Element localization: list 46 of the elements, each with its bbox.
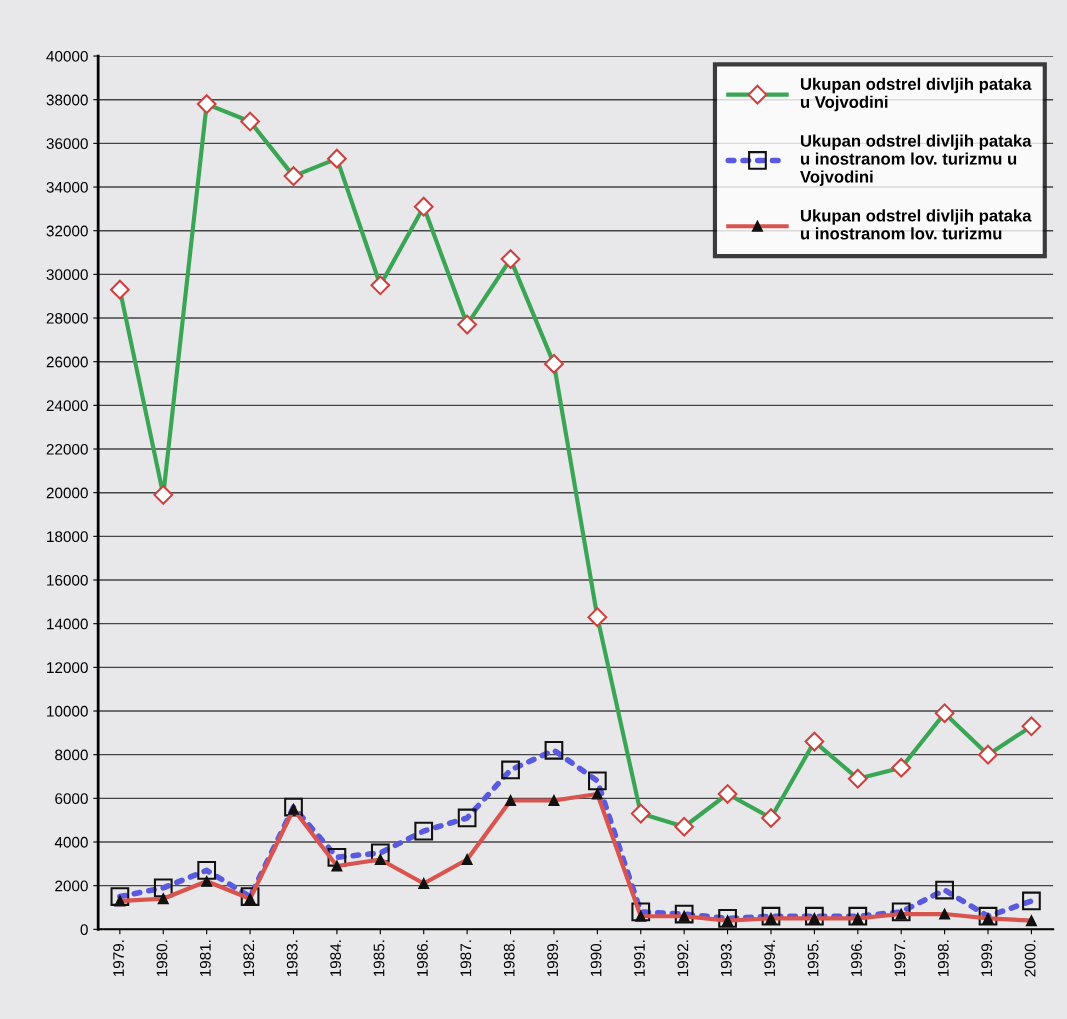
x-tick-label: 1995. <box>807 940 819 977</box>
x-tick-label: 1996. <box>851 940 862 977</box>
x-tick-label: 1988. <box>503 940 515 977</box>
y-tick-label: 6000 <box>55 793 88 805</box>
x-tick-label: 1990. <box>590 940 602 977</box>
y-tick-label: 32000 <box>46 225 88 237</box>
x-tick-label: 1981. <box>199 940 211 977</box>
x-tick-label: 1982. <box>243 940 255 977</box>
x-tick-label: 1998. <box>937 940 949 977</box>
y-tick-label: 8000 <box>55 749 88 761</box>
y-tick-label: 12000 <box>47 662 88 674</box>
y-tick-label: 16000 <box>47 574 88 586</box>
legend-label: Ukupan odstrel divljih pataka u inostranom lov. turizmu u Vojvodini <box>800 134 1032 186</box>
x-tick-label: 1984. <box>330 940 342 977</box>
y-tick-label: 28000 <box>46 312 88 324</box>
y-tick-label: 2000 <box>55 880 88 892</box>
y-tick-label: 24000 <box>46 400 88 412</box>
y-tick-label: 36000 <box>46 138 88 150</box>
x-tick-label: 1985. <box>373 940 385 977</box>
legend-label: Ukupan odstrel divljih pataka u inostranom lov. turizmu <box>800 209 1032 240</box>
y-tick-label: 22000 <box>46 443 88 455</box>
y-tick-label: 38000 <box>46 94 88 106</box>
x-tick-label: 1979. <box>113 940 124 977</box>
x-tick-label: 1991. <box>634 940 645 977</box>
x-tick-label: 1980. <box>156 940 168 977</box>
x-tick-label: 1994. <box>764 940 776 977</box>
x-tick-label: 1993. <box>720 940 732 977</box>
x-tick-label: 1999. <box>981 940 993 977</box>
y-tick-label: 30000 <box>46 269 88 281</box>
x-tick-label: 2000. <box>1024 940 1036 977</box>
x-tick-label: 1986. <box>417 940 428 977</box>
y-tick-label: 4000 <box>54 836 88 848</box>
x-tick-label: 1989. <box>547 940 559 977</box>
y-tick-label: 20000 <box>46 487 88 499</box>
y-tick-label: 10000 <box>47 705 88 717</box>
y-tick-label: 34000 <box>46 181 88 193</box>
y-tick-label: 40000 <box>46 50 88 62</box>
x-tick-label: 1987. <box>460 940 472 977</box>
y-tick-label: 26000 <box>46 356 88 368</box>
legend-label: Ukupan odstrel divljih pataka u Vojvodini <box>800 77 1032 112</box>
y-tick-label: 0 <box>80 924 88 936</box>
x-tick-label: 1983. <box>286 940 298 977</box>
x-tick-label: 1997. <box>894 940 906 977</box>
y-tick-label: 18000 <box>47 531 88 543</box>
x-tick-label: 1992. <box>677 940 689 977</box>
y-tick-label: 14000 <box>47 618 88 630</box>
